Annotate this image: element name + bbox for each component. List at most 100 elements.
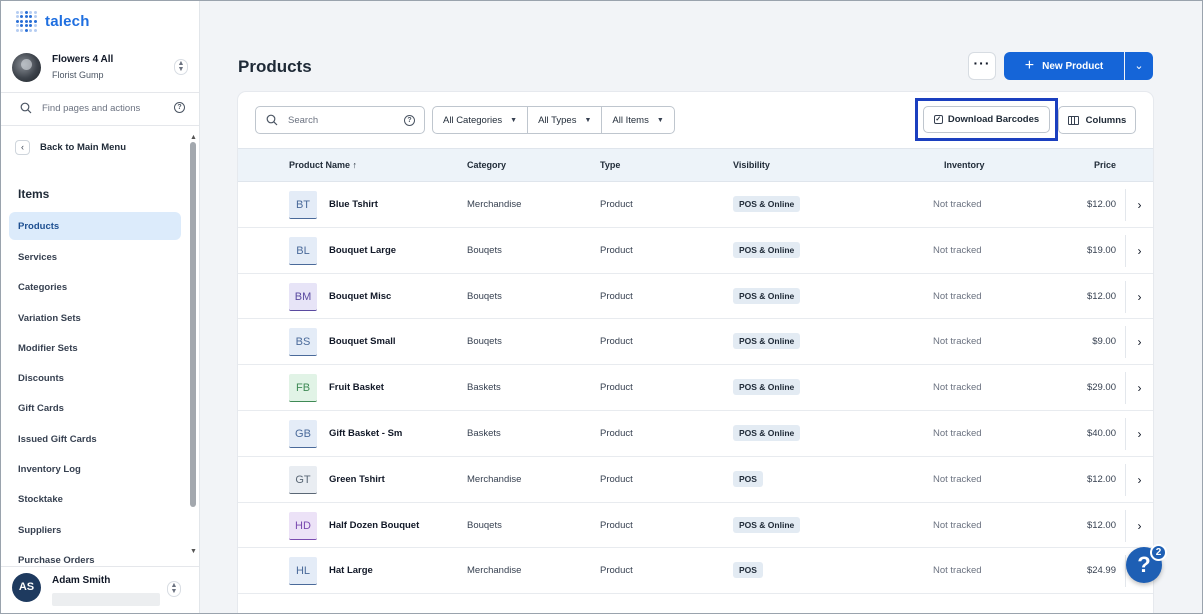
table-row[interactable]: GT Green Tshirt Merchandise Product POS Not t… bbox=[238, 457, 1153, 503]
product-name[interactable]: Blue Tshirt bbox=[329, 199, 378, 210]
chevron-right-icon[interactable]: › bbox=[1125, 463, 1153, 496]
product-category: Merchandise bbox=[467, 565, 522, 577]
visibility-badge: POS bbox=[733, 562, 763, 579]
chevron-right-icon[interactable]: › bbox=[1125, 280, 1153, 313]
scrollbar-thumb[interactable] bbox=[190, 142, 196, 507]
help-icon[interactable]: ? bbox=[174, 102, 185, 113]
sidebar-item-services[interactable]: Services bbox=[18, 251, 58, 263]
header-price[interactable]: Price bbox=[1093, 160, 1116, 170]
product-type: Product bbox=[600, 244, 633, 256]
product-name[interactable]: Bouquet Small bbox=[329, 336, 396, 348]
columns-button[interactable]: Columns bbox=[1058, 106, 1136, 134]
search-input[interactable]: Search ? bbox=[255, 106, 425, 134]
divider bbox=[0, 92, 199, 93]
download-barcodes-label: Download Barcodes bbox=[947, 114, 1040, 125]
more-actions-button[interactable]: ··· bbox=[968, 52, 996, 80]
chevron-updown-icon[interactable]: ▲ ▼ bbox=[167, 581, 181, 597]
header-visibility[interactable]: Visibility bbox=[733, 160, 770, 170]
app-logo[interactable]: talech bbox=[15, 10, 90, 32]
find-pages-search[interactable]: Find pages and actions ? bbox=[20, 100, 185, 116]
category-filter[interactable]: All Categories ▼ bbox=[433, 107, 529, 133]
chevron-right-icon[interactable]: › bbox=[1125, 326, 1153, 359]
header-inventory[interactable]: Inventory bbox=[944, 160, 985, 170]
chevron-right-icon[interactable]: › bbox=[1125, 234, 1153, 267]
product-thumbnail: GT bbox=[289, 465, 317, 494]
header-category[interactable]: Category bbox=[467, 160, 507, 170]
product-price: $12.00 bbox=[1086, 473, 1116, 485]
product-name[interactable]: Bouquet Large bbox=[329, 244, 397, 256]
product-price: $40.00 bbox=[1086, 427, 1116, 439]
chevron-down-icon: ▼ bbox=[584, 116, 592, 124]
sidebar-item-stocktake[interactable]: Stocktake bbox=[18, 494, 63, 506]
highlight-box bbox=[915, 98, 1058, 141]
user-name: Adam Smith bbox=[52, 575, 111, 586]
search-placeholder: Search bbox=[288, 114, 319, 126]
table-row[interactable]: HL Hat Large Merchandise Product POS Not trac… bbox=[238, 548, 1153, 595]
download-barcodes-button[interactable]: ✓ Download Barcodes bbox=[923, 106, 1050, 133]
product-type: Product bbox=[600, 565, 633, 577]
product-price: $12.00 bbox=[1086, 290, 1116, 302]
items-filter[interactable]: All Items ▼ bbox=[602, 107, 673, 133]
store-switcher[interactable]: Flowers 4 All Florist Gump ▲ ▼ bbox=[12, 50, 188, 84]
search-icon bbox=[266, 114, 278, 126]
sidebar-item-variation-sets[interactable]: Variation Sets bbox=[18, 312, 81, 324]
sidebar-item-gift-cards[interactable]: Gift Cards bbox=[18, 403, 64, 415]
notification-badge: 2 bbox=[1150, 544, 1167, 561]
product-thumbnail: FB bbox=[289, 374, 317, 403]
user-menu[interactable]: AS Adam Smith ▲ ▼ bbox=[0, 566, 199, 614]
product-name[interactable]: Gift Basket - Sm bbox=[329, 427, 403, 439]
filter-group: All Categories ▼ All Types ▼ All Items ▼ bbox=[432, 106, 675, 134]
chevron-updown-icon[interactable]: ▲ ▼ bbox=[174, 59, 188, 75]
sidebar-item-inventory-log[interactable]: Inventory Log bbox=[18, 464, 81, 476]
scroll-down-icon[interactable]: ▼ bbox=[190, 548, 197, 555]
divider bbox=[0, 125, 199, 126]
sidebar-item-modifier-sets[interactable]: Modifier Sets bbox=[18, 342, 78, 354]
sidebar-item-discounts[interactable]: Discounts bbox=[18, 373, 64, 385]
new-product-button[interactable]: + New Product bbox=[1004, 52, 1124, 80]
product-inventory: Not tracked bbox=[933, 519, 982, 531]
sidebar-scrollbar[interactable]: ▲ ▼ bbox=[190, 134, 197, 561]
chevron-right-icon[interactable]: › bbox=[1125, 509, 1153, 542]
table-row[interactable]: BS Bouquet Small Bouqets Product POS & Onlin… bbox=[238, 319, 1153, 366]
product-name[interactable]: Fruit Basket bbox=[329, 382, 384, 394]
table-row[interactable]: BL Bouquet Large Bouqets Product POS & Onlin… bbox=[238, 228, 1153, 274]
table-row[interactable]: BM Bouquet Misc Bouqets Product POS & Online… bbox=[238, 274, 1153, 320]
product-type: Product bbox=[600, 336, 633, 348]
table-row[interactable]: GB Gift Basket - Sm Baskets Product POS & On… bbox=[238, 411, 1153, 457]
product-name[interactable]: Hat Large bbox=[329, 565, 373, 577]
type-filter[interactable]: All Types ▼ bbox=[528, 107, 603, 133]
sidebar-item-purchase-orders[interactable]: Purchase Orders bbox=[18, 554, 95, 566]
sidebar-item-products[interactable]: Products bbox=[9, 212, 181, 240]
chevron-down-icon[interactable]: ⌄ bbox=[1125, 52, 1153, 80]
section-title: Items bbox=[18, 187, 50, 201]
chevron-left-icon: ‹ bbox=[15, 140, 30, 155]
product-inventory: Not tracked bbox=[933, 473, 982, 485]
sidebar-item-categories[interactable]: Categories bbox=[18, 282, 68, 294]
user-email-redacted bbox=[52, 593, 160, 606]
table-row[interactable]: HD Half Dozen Bouquet Bouqets Product POS & … bbox=[238, 503, 1153, 549]
sidebar-item-issued-gift-cards[interactable]: Issued Gift Cards bbox=[18, 433, 97, 445]
product-name[interactable]: Half Dozen Bouquet bbox=[329, 519, 420, 531]
header-product-name[interactable]: Product Name ↑ bbox=[289, 160, 358, 170]
product-name[interactable]: Green Tshirt bbox=[329, 473, 385, 485]
header-type[interactable]: Type bbox=[600, 160, 621, 170]
chevron-down-icon: ▼ bbox=[510, 116, 518, 124]
table-row[interactable]: FB Fruit Basket Baskets Product POS & Online… bbox=[238, 365, 1153, 411]
sidebar-item-suppliers[interactable]: Suppliers bbox=[18, 524, 62, 536]
product-type: Product bbox=[600, 382, 633, 394]
product-name[interactable]: Bouquet Misc bbox=[329, 290, 392, 302]
table-body: BT Blue Tshirt Merchandise Product POS & Onl… bbox=[238, 182, 1153, 595]
chevron-right-icon[interactable]: › bbox=[1125, 372, 1153, 405]
table-row[interactable]: BT Blue Tshirt Merchandise Product POS & Onl… bbox=[238, 182, 1153, 228]
category-filter-label: All Categories bbox=[443, 114, 503, 126]
chevron-right-icon[interactable]: › bbox=[1125, 189, 1153, 221]
visibility-badge: POS & Online bbox=[733, 287, 801, 304]
chevron-right-icon[interactable]: › bbox=[1125, 417, 1153, 450]
back-label: Back to Main Menu bbox=[40, 142, 127, 153]
product-inventory: Not tracked bbox=[933, 244, 982, 256]
product-type: Product bbox=[600, 519, 633, 531]
back-to-main-menu[interactable]: ‹ Back to Main Menu bbox=[15, 140, 126, 155]
product-thumbnail: HL bbox=[289, 557, 317, 586]
help-icon[interactable]: ? bbox=[404, 115, 415, 126]
scroll-up-icon[interactable]: ▲ bbox=[190, 134, 197, 141]
